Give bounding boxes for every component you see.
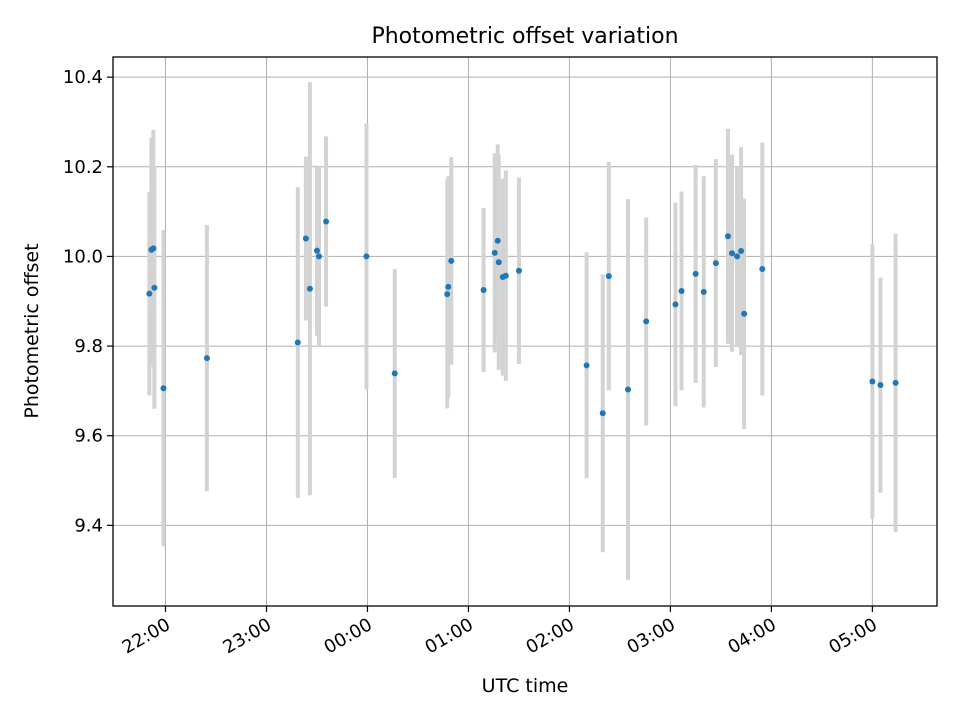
data-point xyxy=(448,257,455,264)
data-point xyxy=(724,233,731,240)
data-point xyxy=(323,218,330,225)
y-tick-label: 10.2 xyxy=(63,157,103,178)
data-point xyxy=(599,410,606,417)
data-point xyxy=(643,318,650,325)
data-point xyxy=(678,287,685,294)
data-point xyxy=(700,288,707,295)
data-point xyxy=(445,283,452,290)
y-tick-label: 10.4 xyxy=(63,67,103,88)
x-axis-label: UTC time xyxy=(482,675,569,697)
data-point xyxy=(869,378,876,385)
data-point xyxy=(583,362,590,369)
data-point xyxy=(391,370,398,377)
data-point xyxy=(150,245,157,252)
data-point xyxy=(741,310,748,317)
data-point xyxy=(605,273,612,280)
y-tick-label: 9.4 xyxy=(74,515,103,536)
data-point xyxy=(502,272,509,279)
data-point xyxy=(363,253,370,260)
data-point xyxy=(738,248,745,255)
data-point xyxy=(294,339,301,346)
data-point xyxy=(306,285,313,292)
data-point xyxy=(734,253,741,260)
data-point xyxy=(146,290,153,297)
data-point xyxy=(877,382,884,389)
data-points xyxy=(146,218,899,417)
data-point xyxy=(892,379,899,386)
data-point xyxy=(692,270,699,277)
y-tick-label: 10.0 xyxy=(63,246,103,267)
data-point xyxy=(712,260,719,267)
data-point xyxy=(625,386,631,393)
data-point xyxy=(672,301,679,308)
chart-title: Photometric offset variation xyxy=(371,24,678,49)
data-point xyxy=(316,253,322,260)
data-point xyxy=(151,284,158,291)
data-point xyxy=(444,291,451,298)
grid-lines xyxy=(113,57,937,606)
y-axis-label: Photometric offset xyxy=(21,243,43,418)
y-tick-label: 9.6 xyxy=(74,426,103,447)
data-point xyxy=(491,249,498,256)
y-axis-ticks: 9.4 9.6 9.8 10.0 10.2 10.4 xyxy=(63,67,113,536)
y-tick-label: 9.8 xyxy=(74,336,103,357)
data-point xyxy=(515,267,522,274)
data-point xyxy=(759,265,766,272)
data-point xyxy=(313,247,320,254)
data-point xyxy=(480,287,487,294)
data-point xyxy=(495,259,502,266)
data-point xyxy=(302,235,309,242)
data-point xyxy=(729,250,736,257)
data-point xyxy=(203,355,210,362)
data-point xyxy=(160,385,167,392)
plot-frame xyxy=(112,56,938,607)
data-point xyxy=(494,237,501,244)
